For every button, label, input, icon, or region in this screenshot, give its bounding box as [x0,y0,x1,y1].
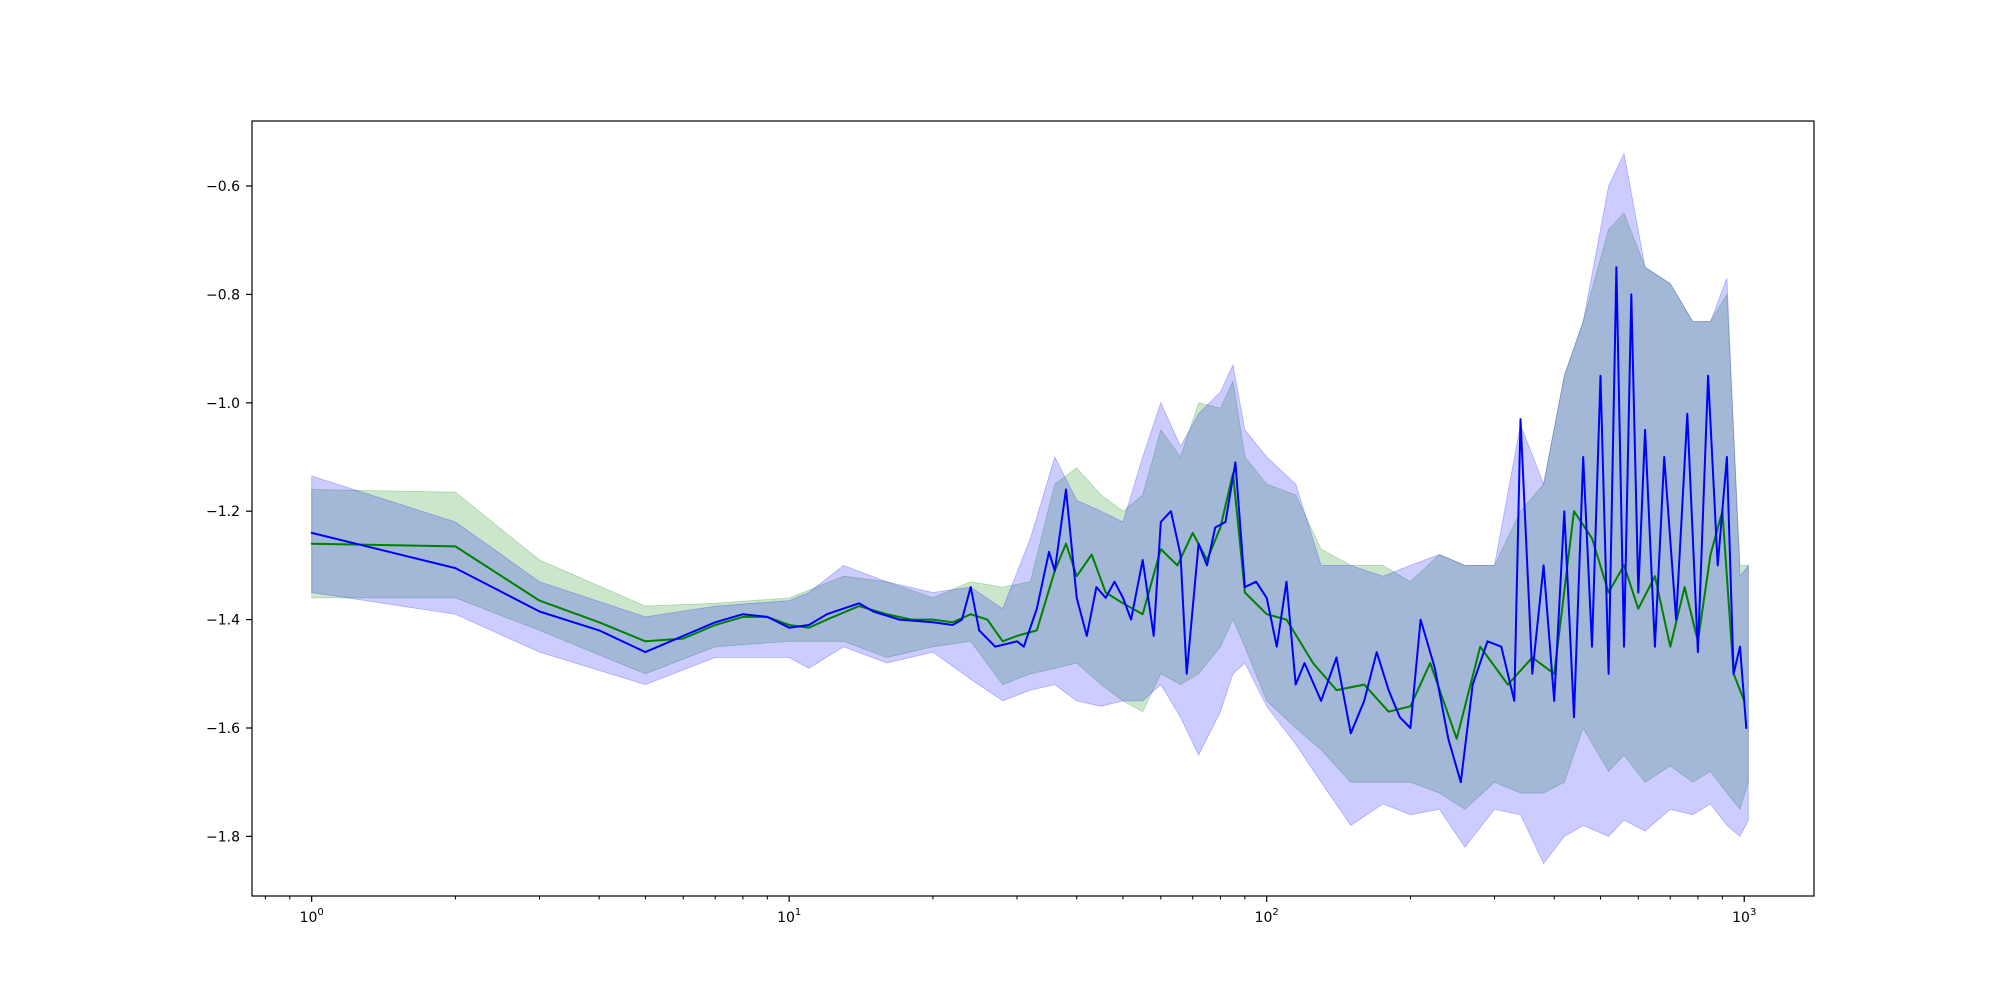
x-tick-label: 102 [1255,907,1279,926]
x-tick-label: 100 [300,907,324,926]
confidence-bands [311,152,1749,865]
y-tick-label: −1.4 [206,613,240,629]
y-axis: −1.8 −1.6 −1.4 −1.2 −1.0 −0.8 −0.6 [206,179,252,845]
y-tick-label: −0.6 [206,179,240,195]
y-tick-label: −1.8 [206,829,240,845]
plot-frame [251,120,1815,897]
series-lines [310,266,1748,784]
y-tick-label: −1.0 [206,396,240,412]
x-tick-label: 101 [777,907,801,926]
y-tick-label: −1.6 [206,721,240,737]
series-2-band [311,152,1749,865]
y-tick-label: −0.8 [206,287,240,303]
x-axis: 100 101 102 103 [264,896,1756,926]
series-1-band [311,212,1749,811]
x-tick-label: 103 [1732,907,1756,926]
series-2-line [310,266,1748,784]
y-tick-label: −1.2 [206,504,240,520]
